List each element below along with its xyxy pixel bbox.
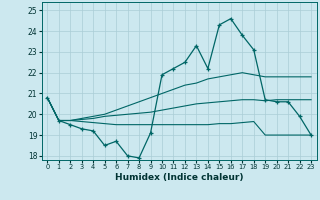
X-axis label: Humidex (Indice chaleur): Humidex (Indice chaleur) [115, 173, 244, 182]
